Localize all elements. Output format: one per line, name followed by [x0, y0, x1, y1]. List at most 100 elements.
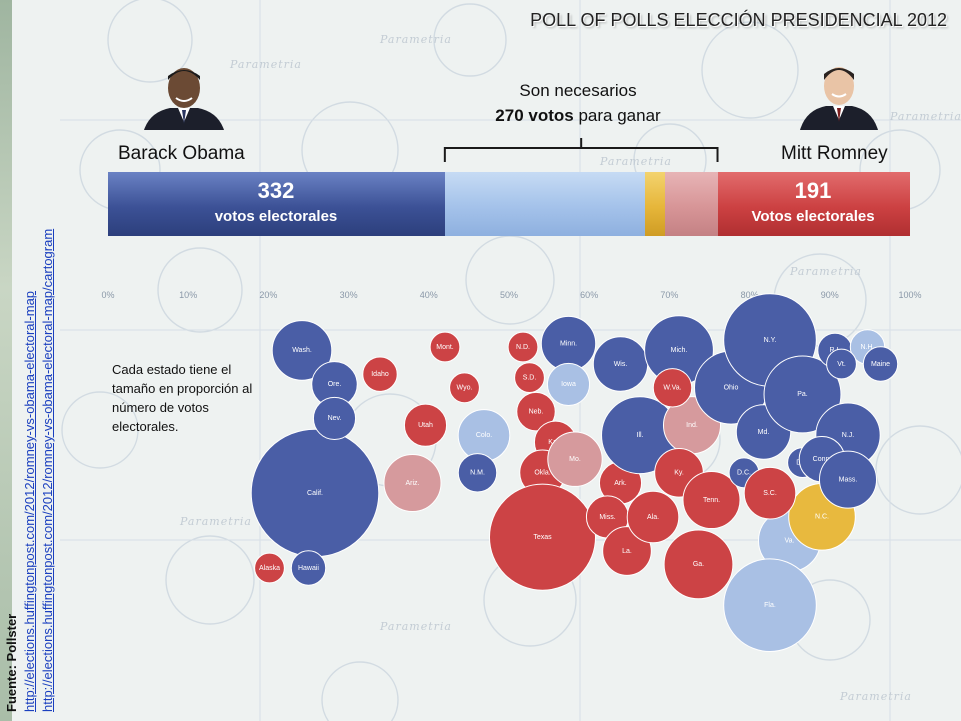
axis-tick-label: 100%: [898, 290, 922, 300]
state-label: Maine: [871, 361, 890, 368]
watermark-text: Parametria: [230, 58, 302, 71]
needed-annotation: Son necesarios 270 votos para ganar: [440, 78, 716, 128]
state-label: Utah: [418, 422, 433, 429]
state-label: Ariz.: [406, 480, 420, 487]
obama-name: Barack Obama: [118, 143, 245, 164]
state-label: S.D.: [523, 374, 537, 381]
state-bubble: [862, 346, 899, 382]
bar-axis: 0% 10% 20% 30% 40% 50% 60% 70% 80% 90% 100%: [0, 290, 961, 310]
axis-tick-label: 40%: [419, 290, 438, 300]
state-label: N.C.: [815, 514, 829, 521]
source-sidebar: Fuente: Pollster http://elections.huffin…: [0, 0, 60, 721]
state-label: Ohio: [724, 384, 739, 391]
watermark-text: Parametria: [840, 690, 912, 703]
axis-tick-label: 20%: [259, 290, 278, 300]
state-label: Alaska: [259, 565, 280, 572]
state-label: Nev.: [328, 415, 342, 422]
state-label: Ill.: [637, 432, 644, 439]
axis-tick-label: 70%: [660, 290, 679, 300]
state-bubble: [403, 403, 448, 447]
state-label: S.C.: [763, 490, 777, 497]
state-label: Mass.: [839, 476, 858, 483]
state-bubble: [723, 558, 817, 653]
state-label: Ky.: [674, 470, 684, 477]
state-label: Iowa: [561, 381, 576, 388]
state-label: N.J.: [842, 432, 855, 439]
watermark-text: Parametria: [600, 155, 672, 168]
axis-tick-label: 90%: [820, 290, 839, 300]
state-label: Okla.: [534, 470, 550, 477]
axis-tick-label: 30%: [339, 290, 358, 300]
state-label: W.Va.: [663, 385, 681, 392]
state-bubble: [514, 362, 545, 393]
bar-segment-dem_lean: [444, 172, 646, 236]
state-label: Mich.: [671, 347, 688, 354]
bar-segment-rep_strong: [717, 172, 910, 236]
bar-segment-tossup: [645, 172, 666, 236]
state-bubble: [429, 331, 461, 363]
state-label: N.M.: [470, 470, 485, 477]
cartogram-note: Cada estado tiene el tamaño en proporció…: [112, 362, 253, 434]
needed-bold: 270 votos: [495, 106, 574, 125]
state-bubble: [818, 450, 878, 509]
state-label: Ore.: [328, 381, 342, 388]
state-label: Ga.: [693, 561, 704, 568]
state-label: Mont.: [436, 344, 454, 351]
state-label: Ala.: [647, 514, 659, 521]
needed-line1: Son necesarios: [519, 81, 637, 100]
state-bubble: [383, 453, 442, 513]
state-bubble: [743, 466, 797, 520]
state-bubble: [682, 470, 741, 530]
bracket-line: [443, 138, 719, 162]
state-bubble: [652, 368, 693, 408]
state-label: Va.: [785, 537, 795, 544]
state-bubble: [271, 320, 333, 381]
obama-votes-label: 332 votos electorales: [108, 172, 444, 229]
axis-tick-label: 0%: [101, 290, 115, 300]
state-label: Ark.: [614, 480, 627, 487]
axis-tick-label: 50%: [499, 290, 519, 300]
watermark-text: Parametria: [790, 265, 862, 278]
sidebar-strip: [0, 0, 12, 721]
watermark-text: Parametria: [180, 515, 252, 528]
state-bubble: [663, 529, 734, 600]
state-label: Pa.: [797, 391, 808, 398]
background-pattern: [60, 0, 961, 721]
state-label: Calif.: [307, 490, 323, 497]
state-bubble: [546, 362, 591, 406]
state-bubble: [826, 348, 857, 380]
romney-votes-label: 191 Votos electorales: [716, 172, 910, 229]
state-bubble: [516, 391, 556, 432]
state-bubble: [547, 431, 603, 487]
obama-portrait-icon: [144, 68, 224, 130]
axis-tick-label: 10%: [179, 290, 198, 300]
state-label: Vt.: [837, 361, 846, 368]
romney-name: Mitt Romney: [781, 143, 888, 164]
romney-votes: 191: [794, 178, 832, 203]
state-label: N.Y.: [764, 337, 777, 344]
state-bubble: [449, 372, 480, 404]
state-label: N.D.: [516, 344, 530, 351]
state-label: Wis.: [614, 361, 628, 368]
axis-tick-label: 80%: [740, 290, 759, 300]
state-bubble: [507, 331, 539, 363]
obama-votes: 332: [257, 178, 295, 203]
watermark-text: Parametria: [890, 110, 961, 123]
state-label: Wyo.: [457, 385, 473, 392]
state-label: Tenn.: [703, 497, 720, 504]
bar-segment-dem_strong: [108, 172, 445, 236]
state-label: Minn.: [560, 340, 577, 347]
state-bubble: [290, 550, 327, 586]
needed-line2: 270 votos para ganar: [440, 103, 716, 128]
romney-votes-text: Votos electorales: [751, 208, 875, 225]
state-label: Conn.: [813, 456, 832, 463]
electoral-bar: [108, 172, 910, 236]
state-label: Md.: [758, 429, 770, 436]
state-label: D.C.: [737, 470, 751, 477]
watermark-text: Parametria: [380, 33, 452, 46]
state-label: Fla.: [764, 602, 776, 609]
state-label: Colo.: [476, 432, 492, 439]
state-label: Neb.: [529, 408, 544, 415]
